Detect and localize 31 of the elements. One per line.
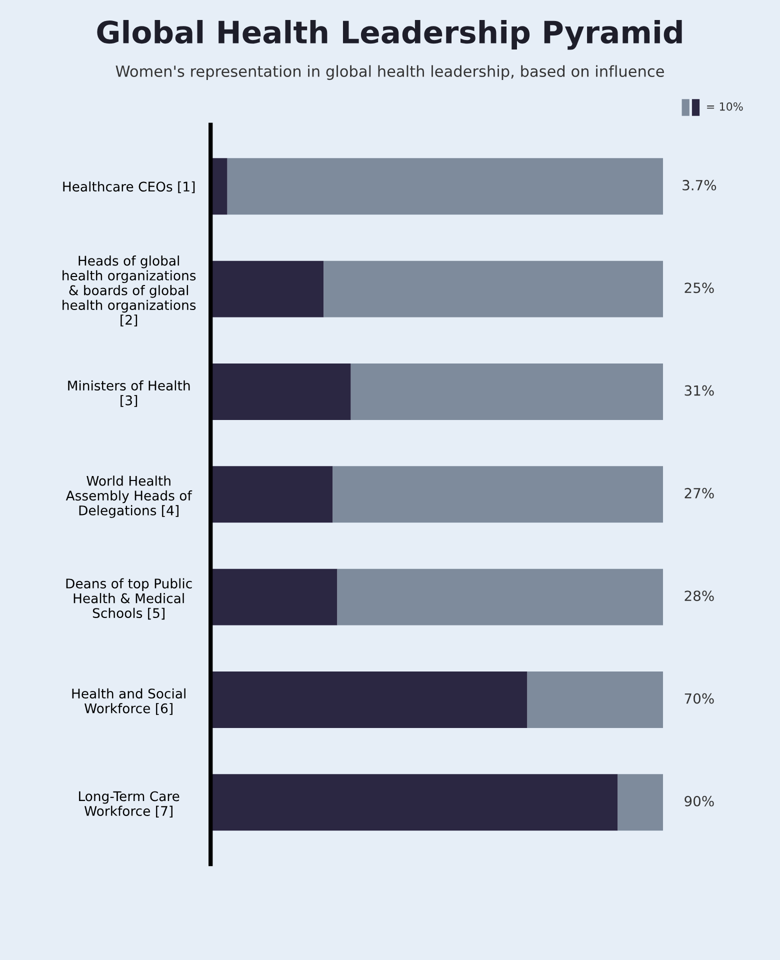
bar xyxy=(350,364,663,420)
bar xyxy=(210,260,324,318)
data-label: 28% xyxy=(684,590,714,602)
bar xyxy=(527,672,663,728)
bar xyxy=(210,568,338,626)
bar xyxy=(210,466,333,523)
y-tick-label: Heads of global health organizations & boards of global health organizations [2] xyxy=(62,256,196,326)
y-tick-label: Healthcare CEOs [1] xyxy=(63,181,195,194)
bar xyxy=(618,774,663,831)
y-tick-label: Ministers of Health [3] xyxy=(68,380,190,407)
bar xyxy=(332,466,663,523)
y-tick-label: Long-Term Care Workforce [7] xyxy=(79,791,180,818)
bar xyxy=(210,672,528,728)
y-tick-label: Health and Social Workforce [6] xyxy=(72,688,186,715)
chart-subtitle: Women's representation in global health leadership, based on influence xyxy=(116,65,664,80)
bar xyxy=(210,158,228,215)
bar xyxy=(210,364,351,420)
bar xyxy=(210,774,618,831)
chart-title: Global Health Leadership Pyramid xyxy=(97,20,682,50)
y-tick-label: Deans of top Public Health & Medical Schools [5] xyxy=(66,578,192,620)
text: = 10% xyxy=(707,102,743,111)
bar xyxy=(324,260,663,318)
y-tick-label: World Health Assembly Heads of Delegations [4] xyxy=(66,476,192,518)
bar xyxy=(227,158,663,215)
data-label: 90% xyxy=(684,796,714,806)
data-label: 31% xyxy=(684,385,714,396)
data-label: 3.7% xyxy=(682,180,716,190)
data-label: 25% xyxy=(684,282,714,294)
bar xyxy=(337,568,663,626)
data-label: 27% xyxy=(684,488,714,498)
data-label: 70% xyxy=(684,693,714,704)
